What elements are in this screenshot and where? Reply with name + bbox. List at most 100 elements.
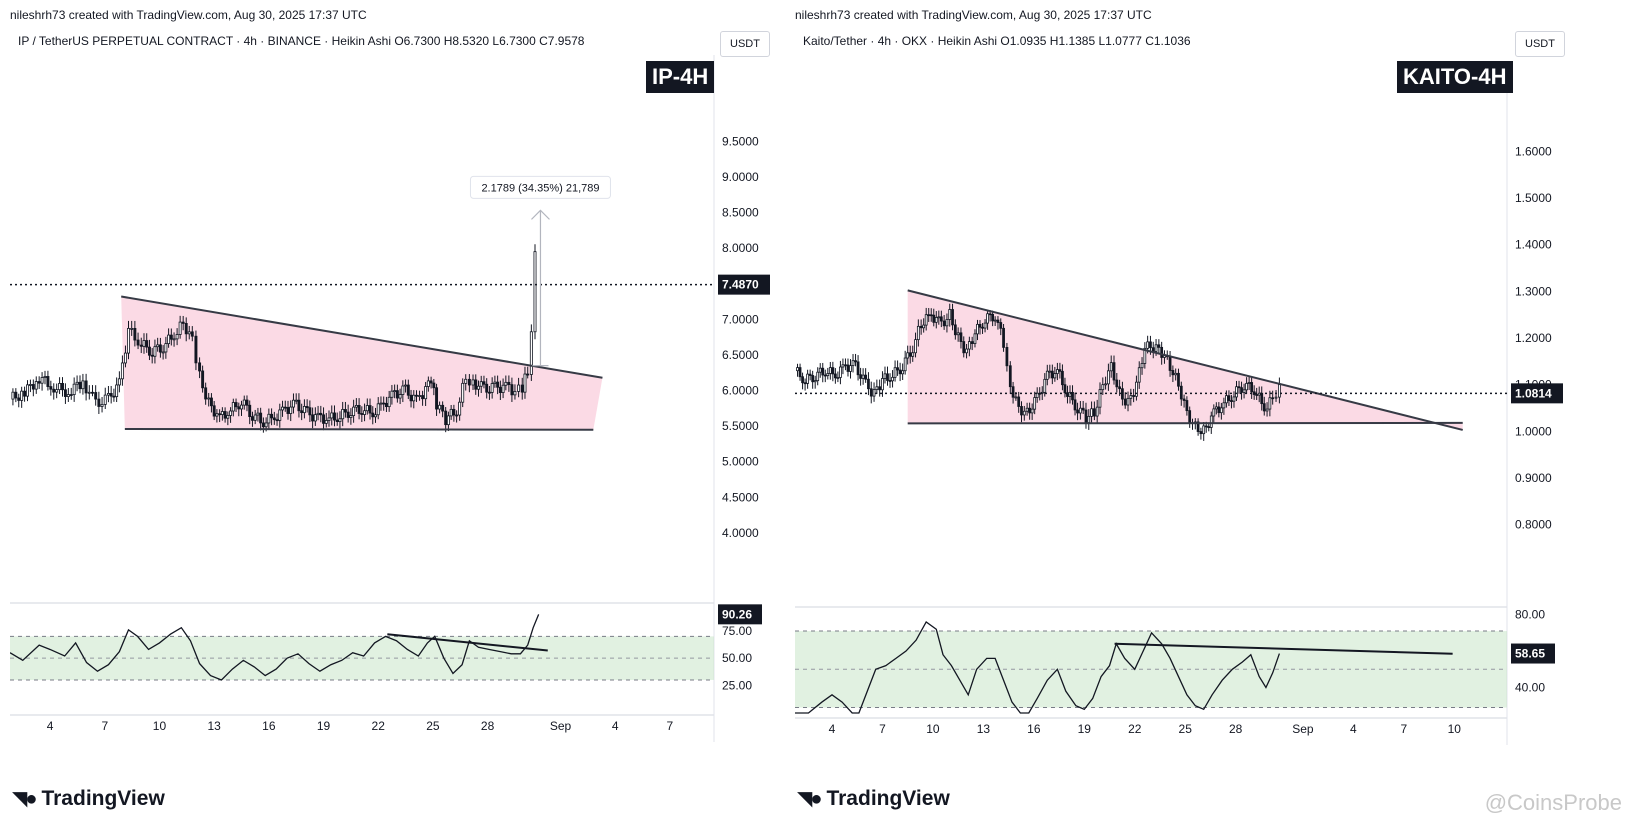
candle-body [1022, 410, 1026, 416]
indicator-tick-label: 25.00 [722, 678, 752, 692]
candle-body [1260, 392, 1264, 405]
candle-body [924, 314, 928, 326]
candle [26, 380, 29, 402]
upper-trendline [907, 289, 1463, 431]
candle-body [368, 405, 372, 414]
candle [248, 400, 252, 425]
candle-body [1240, 387, 1243, 393]
candle-body [976, 323, 979, 335]
candle-body [181, 321, 185, 324]
candle [272, 411, 276, 425]
candle-body [184, 323, 188, 335]
currency-button[interactable]: USDT [1515, 31, 1565, 57]
candle-body [896, 367, 899, 371]
candle-body [390, 390, 394, 398]
candle-body [115, 384, 119, 398]
candle [978, 320, 982, 335]
currency-button[interactable]: USDT [720, 31, 770, 57]
candle-body [1098, 389, 1102, 408]
chart-badge: KAITO-4H [1397, 61, 1513, 93]
candle [937, 310, 941, 325]
candle [1274, 390, 1278, 402]
candle [256, 407, 260, 422]
candle [20, 386, 24, 408]
candle-body [493, 381, 497, 384]
candle-body [1043, 378, 1047, 393]
candle [1033, 391, 1037, 415]
candle-body [1177, 372, 1180, 387]
candle-body [1104, 383, 1107, 386]
candle-body [1135, 381, 1138, 397]
time-tick-label: 28 [1229, 722, 1243, 736]
candle-body [875, 386, 879, 390]
chart-panel-kaito: nileshrh73 created with TradingView.com,… [795, 0, 1625, 833]
candle [1055, 362, 1059, 381]
ip-chart[interactable]: 2.1789 (34.35%) 21,789 9.5000 9.0000 8.5000… [10, 24, 780, 794]
candle-body [959, 332, 963, 342]
candle-body [37, 381, 41, 384]
candle [139, 337, 143, 354]
candle-body [1217, 406, 1221, 414]
price-tick-label: 1.3000 [1515, 284, 1552, 298]
candle [66, 388, 70, 402]
candle-body [352, 406, 356, 416]
candle-body [1188, 410, 1192, 424]
candle-body [510, 384, 514, 396]
candle [58, 377, 62, 395]
candle-body [983, 322, 987, 329]
candle-body [401, 385, 405, 395]
candle-body [886, 373, 889, 381]
candle-body [1255, 394, 1259, 396]
candle-body [286, 407, 290, 414]
candle-body [175, 334, 179, 340]
candle [1076, 402, 1079, 421]
candle [365, 398, 369, 415]
candle [438, 401, 442, 414]
candle [872, 382, 876, 402]
candle [953, 319, 957, 340]
candle-body [967, 341, 971, 350]
candle [164, 336, 168, 359]
candle-body [487, 391, 491, 394]
candle-body [84, 380, 88, 394]
candle-body [490, 383, 494, 393]
candle-body [256, 412, 260, 416]
candle-body [1090, 408, 1093, 417]
candle-body [951, 309, 954, 326]
candle [836, 371, 840, 383]
candle [970, 336, 974, 351]
time-tick-label: 7 [101, 719, 108, 733]
candle [398, 388, 402, 405]
candle-body [343, 409, 347, 413]
candle-body [374, 414, 377, 418]
candle-body [1068, 391, 1072, 397]
price-tick-label: 9.5000 [722, 134, 759, 148]
candle [184, 317, 188, 342]
candle [1002, 323, 1005, 352]
candle-body [371, 412, 375, 418]
candle [1045, 364, 1049, 386]
candle [106, 385, 110, 403]
current-price-label: 7.4870 [722, 278, 759, 292]
candle [927, 308, 931, 322]
candle-body [922, 324, 926, 329]
candle-body [444, 410, 448, 426]
candle-body [17, 397, 21, 401]
indicator-trendline [1114, 642, 1453, 655]
kaito-chart[interactable]: 1.60001.50001.40001.30001.20001.10001.00… [795, 24, 1625, 794]
candle-body [229, 410, 233, 416]
candle-body [1227, 395, 1231, 401]
candle-body [264, 422, 268, 428]
candle-body [123, 352, 127, 364]
candle-body [153, 346, 157, 357]
candle-body [333, 412, 336, 421]
candle-body [836, 377, 840, 379]
candle [330, 405, 334, 426]
candle-body [278, 409, 282, 421]
candle-body [1033, 397, 1037, 410]
current-price-tag [1511, 383, 1563, 404]
candle [854, 353, 857, 367]
candle-body [864, 374, 868, 380]
candle-body [813, 380, 817, 383]
candle-body [529, 331, 533, 375]
